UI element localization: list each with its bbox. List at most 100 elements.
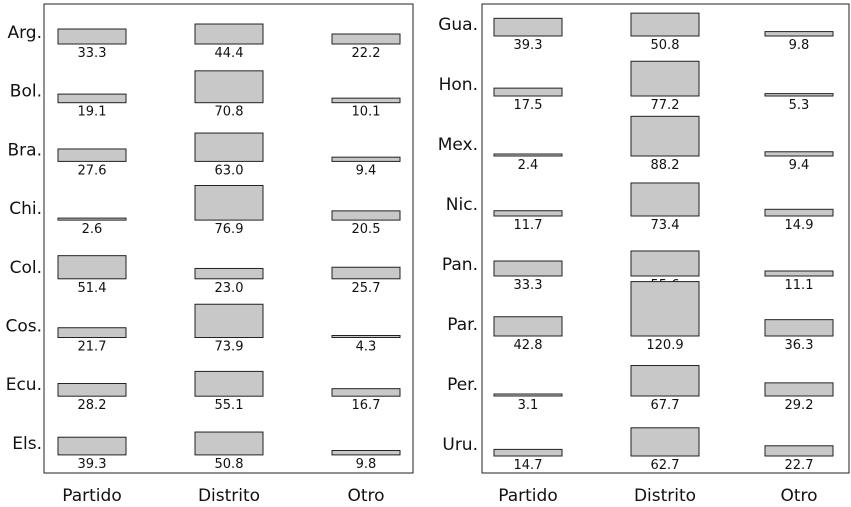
value-label: 33.3 xyxy=(78,46,107,61)
bar xyxy=(493,87,563,97)
column-label: Partido xyxy=(62,486,121,506)
bar xyxy=(630,182,700,217)
bar xyxy=(331,33,401,45)
row-label: Ecu. xyxy=(6,375,42,395)
value-label: 67.7 xyxy=(651,398,680,413)
bar xyxy=(630,115,700,157)
value-label: 10.1 xyxy=(352,105,381,120)
value-label: 9.4 xyxy=(356,163,377,178)
bar xyxy=(57,327,127,338)
row-label: Bol. xyxy=(10,82,42,102)
value-label: 14.9 xyxy=(785,218,814,233)
row-label: Bra. xyxy=(8,140,42,160)
value-label: 17.5 xyxy=(514,98,543,113)
value-label: 20.5 xyxy=(352,222,381,237)
bar xyxy=(493,17,563,37)
row-label: Pan. xyxy=(442,255,478,275)
bar xyxy=(331,97,401,104)
bar xyxy=(57,93,127,104)
bar xyxy=(57,217,127,221)
bar xyxy=(630,281,700,337)
bar xyxy=(764,208,834,217)
bar xyxy=(331,210,401,221)
row-label: Hon. xyxy=(439,75,478,95)
panel-frame xyxy=(481,3,850,474)
bar xyxy=(331,388,401,397)
bar xyxy=(764,270,834,277)
value-label: 50.8 xyxy=(651,38,680,53)
bar xyxy=(764,445,834,457)
value-label: 88.2 xyxy=(651,158,680,173)
row-label: Els. xyxy=(12,434,42,454)
value-label: 63.0 xyxy=(215,163,244,178)
column-label: Partido xyxy=(498,486,557,506)
value-label: 25.7 xyxy=(352,281,381,296)
value-label: 36.3 xyxy=(785,338,814,353)
value-label: 51.4 xyxy=(78,281,107,296)
row-label: Mex. xyxy=(438,135,478,155)
bar xyxy=(493,448,563,457)
value-label: 2.6 xyxy=(82,222,103,237)
column-label: Distrito xyxy=(198,486,260,506)
bar xyxy=(331,266,401,280)
value-label: 9.8 xyxy=(356,457,377,472)
row-label: Cos. xyxy=(5,317,42,337)
row-label: Par. xyxy=(447,315,478,335)
value-label: 28.2 xyxy=(78,398,107,413)
value-label: 44.4 xyxy=(215,46,244,61)
panel-frame xyxy=(43,3,414,474)
bar xyxy=(194,184,264,221)
value-label: 120.9 xyxy=(646,338,683,353)
bar xyxy=(493,260,563,277)
value-label: 2.4 xyxy=(518,158,539,173)
bar xyxy=(630,12,700,37)
column-label: Otro xyxy=(347,486,384,506)
bar xyxy=(493,393,563,397)
value-label: 3.1 xyxy=(518,398,539,413)
value-label: 11.1 xyxy=(785,278,814,293)
value-label: 22.2 xyxy=(352,46,381,61)
bar xyxy=(493,316,563,337)
row-label: Per. xyxy=(447,375,478,395)
value-label: 14.7 xyxy=(514,458,543,473)
bar xyxy=(764,319,834,337)
bar xyxy=(194,370,264,397)
bar xyxy=(194,23,264,45)
bar xyxy=(194,267,264,280)
column-label: Otro xyxy=(780,486,817,506)
value-label: 33.3 xyxy=(514,278,543,293)
bar xyxy=(630,250,700,277)
value-label: 73.4 xyxy=(651,218,680,233)
value-label: 4.3 xyxy=(356,340,377,355)
bar xyxy=(331,335,401,338)
value-label: 77.2 xyxy=(651,98,680,113)
value-label: 23.0 xyxy=(215,281,244,296)
bar xyxy=(764,31,834,37)
value-label: 5.3 xyxy=(789,98,810,113)
bar xyxy=(194,132,264,162)
bar xyxy=(630,427,700,457)
row-label: Chi. xyxy=(9,199,42,219)
value-label: 9.4 xyxy=(789,158,810,173)
value-label: 73.9 xyxy=(215,340,244,355)
row-label: Gua. xyxy=(438,15,478,35)
bar xyxy=(764,151,834,157)
bar xyxy=(57,255,127,280)
bar xyxy=(57,383,127,397)
value-label: 55.1 xyxy=(215,398,244,413)
bar xyxy=(630,365,700,397)
bar xyxy=(331,449,401,456)
value-label: 9.8 xyxy=(789,38,810,53)
value-label: 21.7 xyxy=(78,340,107,355)
bar xyxy=(764,93,834,97)
value-label: 62.7 xyxy=(651,458,680,473)
row-label: Arg. xyxy=(7,23,42,43)
row-label: Uru. xyxy=(442,435,478,455)
bar xyxy=(57,148,127,162)
bar xyxy=(331,156,401,162)
column-label: Distrito xyxy=(634,486,696,506)
value-label: 50.8 xyxy=(215,457,244,472)
row-label: Col. xyxy=(10,258,42,278)
bar xyxy=(493,210,563,217)
value-label: 22.7 xyxy=(785,458,814,473)
